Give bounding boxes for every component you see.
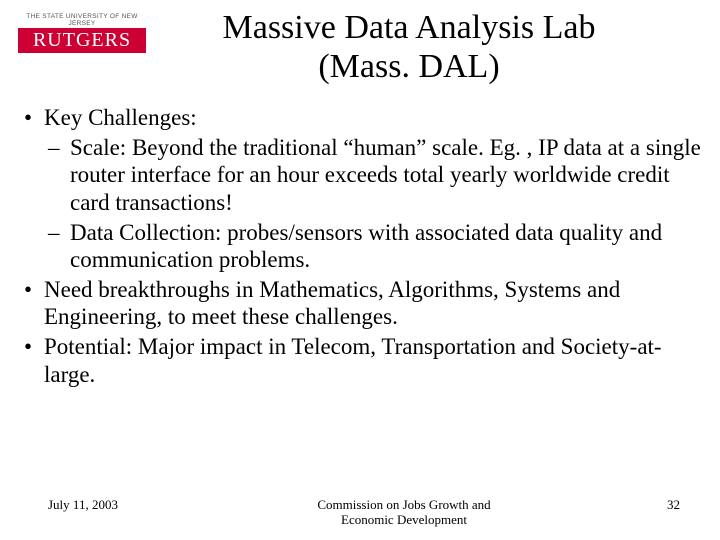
sub-list: Scale: Beyond the traditional “human” sc… xyxy=(44,134,702,274)
list-item: Need breakthroughs in Mathematics, Algor… xyxy=(18,276,702,331)
list-item: Potential: Major impact in Telecom, Tran… xyxy=(18,333,702,388)
sub-list-item: Data Collection: probes/sensors with ass… xyxy=(44,219,702,274)
rutgers-logo: THE STATE UNIVERSITY OF NEW JERSEY RUTGE… xyxy=(18,14,146,53)
title-line-2: (Mass. DAL) xyxy=(156,47,662,86)
list-item-text: Key Challenges: xyxy=(44,105,197,130)
footer-center: Commission on Jobs Growth and Economic D… xyxy=(188,497,620,528)
footer-date: July 11, 2003 xyxy=(48,497,188,513)
slide-body: Key Challenges: Scale: Beyond the tradit… xyxy=(18,104,702,388)
slide: THE STATE UNIVERSITY OF NEW JERSEY RUTGE… xyxy=(0,0,720,540)
sub-list-item-text: Data Collection: probes/sensors with ass… xyxy=(70,220,662,273)
logo-tagline: THE STATE UNIVERSITY OF NEW JERSEY xyxy=(18,14,146,27)
sub-list-item-text: Scale: Beyond the traditional “human” sc… xyxy=(70,135,701,215)
list-item-text: Need breakthroughs in Mathematics, Algor… xyxy=(44,277,620,330)
slide-header: THE STATE UNIVERSITY OF NEW JERSEY RUTGE… xyxy=(18,8,702,86)
footer-page-number: 32 xyxy=(620,497,680,513)
title-line-1: Massive Data Analysis Lab xyxy=(156,8,662,47)
footer-center-line1: Commission on Jobs Growth and xyxy=(317,497,490,512)
slide-footer: July 11, 2003 Commission on Jobs Growth … xyxy=(0,497,720,528)
sub-list-item: Scale: Beyond the traditional “human” sc… xyxy=(44,134,702,217)
list-item-text: Potential: Major impact in Telecom, Tran… xyxy=(44,334,662,387)
bullet-list: Key Challenges: Scale: Beyond the tradit… xyxy=(18,104,702,388)
list-item: Key Challenges: Scale: Beyond the tradit… xyxy=(18,104,702,274)
slide-title: Massive Data Analysis Lab (Mass. DAL) xyxy=(156,8,702,86)
footer-center-line2: Economic Development xyxy=(341,512,467,527)
logo-name: RUTGERS xyxy=(18,28,146,53)
